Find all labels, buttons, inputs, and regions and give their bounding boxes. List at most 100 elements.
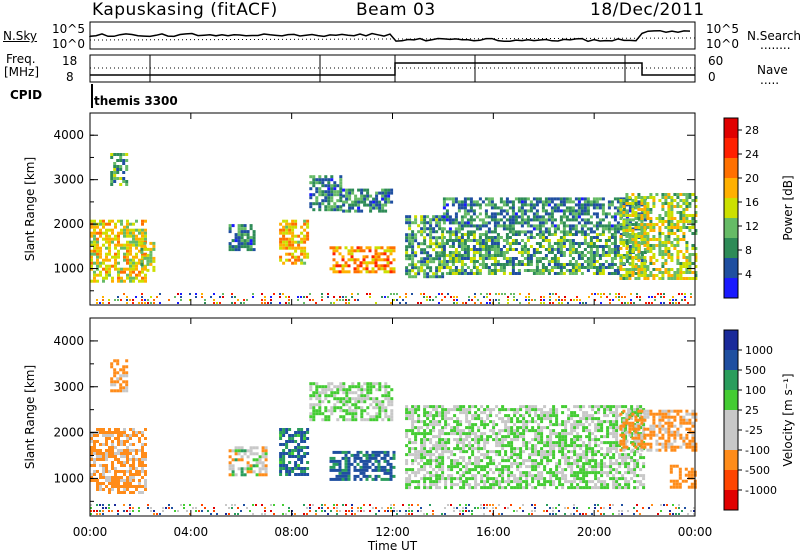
data-cell (432, 468, 436, 472)
data-cell (580, 254, 584, 257)
data-cell (369, 382, 373, 386)
data-cell (426, 233, 430, 237)
data-cell (144, 252, 147, 256)
data-cell (356, 456, 360, 460)
data-cell (528, 453, 532, 457)
data-cell (600, 296, 602, 298)
data-cell (550, 206, 554, 210)
data-cell (141, 219, 144, 223)
data-cell (315, 202, 319, 206)
data-cell (333, 406, 337, 410)
data-cell (105, 455, 108, 458)
data-cell (558, 432, 562, 436)
data-cell (138, 228, 141, 232)
data-cell (643, 248, 647, 251)
data-cell (108, 449, 111, 452)
data-cell (544, 212, 548, 216)
data-cell (493, 227, 497, 231)
data-cell (141, 464, 144, 467)
data-cell (356, 264, 360, 268)
data-cell (144, 237, 147, 241)
data-cell (552, 293, 554, 295)
data-cell (435, 441, 439, 445)
data-cell (483, 483, 487, 487)
data-cell (544, 230, 548, 234)
data-cell (369, 415, 373, 419)
data-cell (460, 272, 464, 275)
data-cell (670, 199, 674, 202)
data-cell (347, 249, 351, 253)
data-cell (604, 215, 608, 219)
data-cell (144, 228, 147, 232)
data-cell (120, 479, 123, 482)
data-cell (682, 214, 686, 217)
data-cell (553, 254, 557, 257)
data-cell (357, 209, 361, 213)
data-cell (640, 271, 644, 274)
data-cell (679, 193, 683, 196)
data-cell (616, 227, 620, 231)
data-cell (255, 464, 259, 468)
data-cell (102, 434, 105, 437)
data-cell (460, 200, 464, 204)
data-cell (252, 470, 256, 474)
data-cell (649, 226, 653, 229)
data-cell (538, 221, 542, 225)
data-cell (613, 197, 617, 201)
data-cell (529, 230, 533, 234)
data-cell (383, 258, 387, 262)
data-cell (132, 276, 135, 280)
near-range-speckle (96, 293, 692, 304)
data-cell (667, 268, 671, 271)
data-cell (495, 432, 499, 436)
data-cell (610, 233, 614, 236)
data-cell (363, 382, 367, 386)
data-cell (646, 202, 650, 205)
data-cell (459, 456, 463, 460)
data-cell (556, 272, 560, 275)
data-cell (441, 230, 445, 234)
data-cell (490, 236, 494, 239)
data-cell (472, 200, 476, 204)
data-cell (132, 479, 135, 482)
data-cell (660, 296, 662, 298)
data-cell (369, 403, 373, 407)
data-cell (463, 206, 467, 210)
data-cell (640, 212, 644, 216)
data-cell (377, 468, 381, 472)
data-cell (426, 453, 430, 457)
data-cell (511, 206, 515, 210)
data-cell (383, 450, 387, 454)
data-cell (556, 209, 560, 213)
data-cell (417, 471, 421, 475)
data-cell (141, 452, 144, 455)
data-cell (423, 408, 427, 412)
data-cell (583, 242, 587, 245)
data-cell (553, 248, 557, 251)
data-cell (628, 233, 632, 236)
data-cell (549, 474, 553, 478)
data-cell (576, 435, 580, 439)
data-cell (574, 233, 578, 236)
data-cell (534, 468, 538, 472)
data-cell (478, 242, 482, 245)
data-cell (120, 470, 123, 473)
data-cell (129, 252, 132, 256)
data-cell (365, 462, 369, 466)
data-cell (549, 302, 551, 304)
data-cell (454, 257, 458, 260)
data-cell (125, 168, 129, 171)
data-cell (516, 438, 520, 442)
data-cell (582, 414, 586, 418)
data-cell (622, 199, 626, 202)
data-cell (552, 456, 556, 460)
data-cell (405, 471, 409, 475)
data-cell (96, 482, 99, 485)
data-cell (525, 480, 529, 484)
data-cell (116, 177, 120, 180)
data-cell (141, 255, 144, 259)
data-cell (408, 272, 412, 276)
data-cell (438, 423, 442, 427)
data-cell (585, 444, 589, 448)
data-cell (335, 474, 339, 478)
